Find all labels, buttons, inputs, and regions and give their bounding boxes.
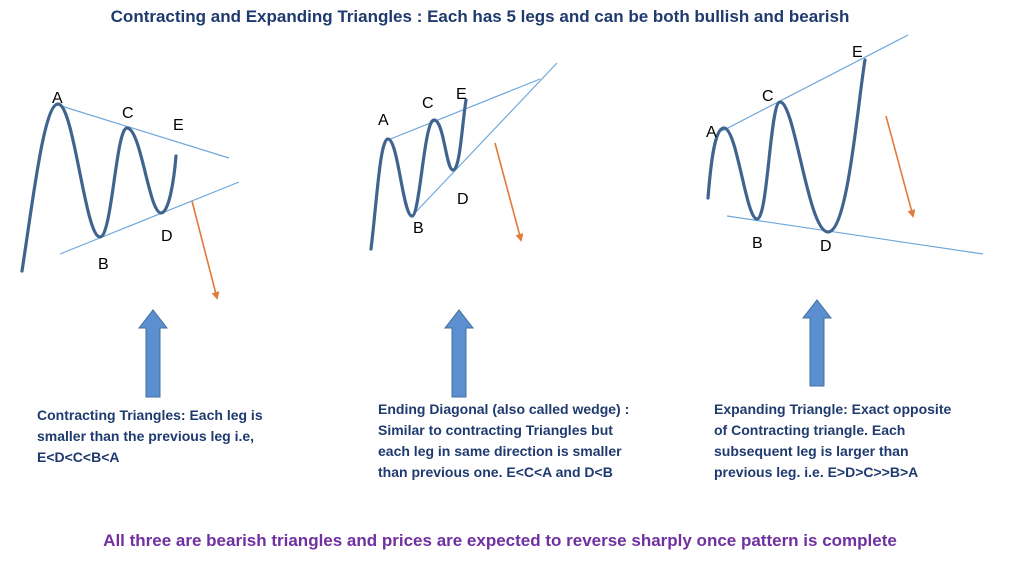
diagonal-point-a: A [378, 112, 389, 129]
contracting-point-e: E [173, 117, 184, 134]
expanding-lower-trendline [726, 215, 984, 255]
expanding-point-a: A [706, 124, 717, 141]
contracting-description: Contracting Triangles: Each leg is small… [37, 405, 297, 468]
diagonal-description: Ending Diagonal (also called wedge) : Si… [378, 399, 668, 483]
contracting-point-b: B [98, 256, 109, 273]
expanding-upper-trendline [721, 34, 909, 132]
ending-diagonal-diagram: A B C D E [369, 62, 558, 251]
contracting-point-c: C [122, 105, 134, 122]
description-line: previous leg. i.e. E>D>C>>B>A [714, 464, 919, 480]
expanding-wave [706, 58, 867, 234]
description-line: smaller than the previous leg i.e, [37, 428, 255, 444]
description-line: Expanding Triangle: Exact opposite [714, 401, 952, 417]
diagonal-up-arrow [443, 309, 475, 398]
diagonal-point-b: B [413, 220, 424, 237]
description-line: Ending Diagonal (also called wedge) : [378, 401, 630, 417]
diagonal-point-c: C [422, 95, 434, 112]
description-line: of Contracting triangle. Each [714, 422, 906, 438]
expanding-description: Expanding Triangle: Exact opposite of Co… [714, 399, 989, 483]
contracting-triangle-diagram: A B C D E [20, 90, 240, 300]
expanding-triangle-diagram: A B C D E [706, 34, 984, 255]
contracting-point-a: A [52, 90, 63, 107]
contracting-up-arrow [137, 309, 169, 398]
description-line: than previous one. E<C<A and D<B [378, 464, 613, 480]
expanding-point-d: D [820, 238, 832, 255]
expanding-point-c: C [762, 88, 774, 105]
description-line: Contracting Triangles: Each leg is [37, 407, 263, 423]
contracting-lower-trendline [59, 181, 240, 255]
page-title: Contracting and Expanding Triangles : Ea… [110, 7, 850, 26]
description-line: each leg in same direction is smaller [378, 443, 622, 459]
footer-note: All three are bearish triangles and pric… [103, 531, 897, 550]
expanding-reversal-arrow [885, 115, 916, 218]
description-line: subsequent leg is larger than [714, 443, 909, 459]
contracting-point-d: D [161, 228, 173, 245]
diagonal-point-e: E [456, 86, 467, 103]
diagonal-reversal-arrow [494, 142, 524, 242]
contracting-upper-trendline [57, 104, 230, 159]
contracting-reversal-arrow [191, 200, 220, 300]
expanding-up-arrow [801, 299, 833, 387]
description-line: E<D<C<B<A [37, 449, 120, 465]
diagonal-lower-trendline [411, 62, 558, 217]
expanding-point-b: B [752, 235, 763, 252]
diagonal-wave [369, 98, 468, 251]
contracting-wave [20, 102, 178, 273]
diagonal-point-d: D [457, 191, 469, 208]
description-line: Similar to contracting Triangles but [378, 422, 613, 438]
expanding-point-e: E [852, 44, 863, 61]
